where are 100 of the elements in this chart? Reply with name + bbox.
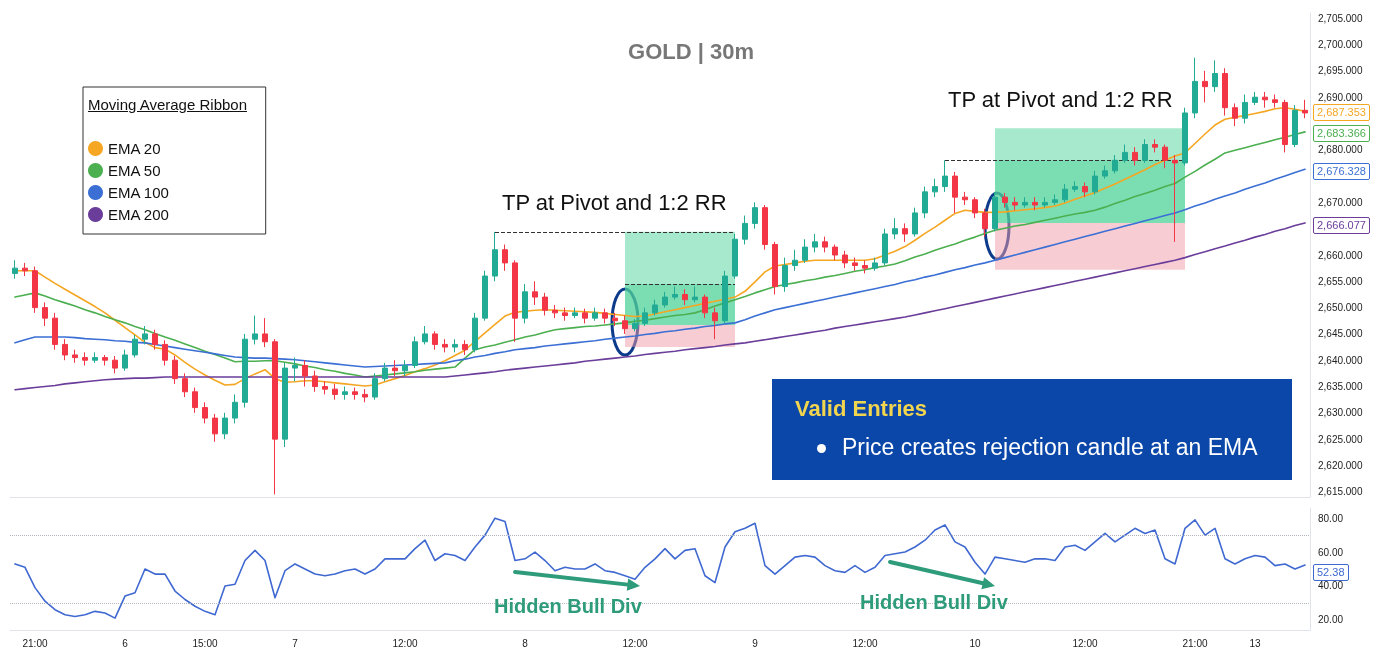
candlestick (362, 388, 368, 403)
candlestick (262, 317, 268, 348)
candlestick (1132, 146, 1138, 167)
candlestick (682, 288, 688, 306)
candlestick (822, 236, 828, 253)
candlestick (562, 307, 568, 322)
candlestick (1232, 102, 1238, 127)
annotation: Valid Entries (795, 396, 928, 421)
candlestick (1212, 59, 1218, 93)
y-tick-label: 2,615.000 (1318, 486, 1363, 498)
annotation: TP at Pivot and 1:2 RR (502, 190, 727, 215)
candlestick (992, 191, 998, 232)
y-tick-label: 2,670.000 (1318, 196, 1363, 208)
annotation: TP at Pivot and 1:2 RR (948, 87, 1173, 112)
candlestick (1192, 57, 1198, 119)
candlestick (1012, 196, 1018, 211)
candlestick (532, 280, 538, 306)
candlestick (982, 208, 988, 238)
x-tick-label: 15:00 (192, 637, 218, 649)
candlestick (662, 291, 668, 309)
annotation: Hidden Bull Div (494, 595, 642, 617)
candlestick (1052, 194, 1058, 206)
candlestick (772, 241, 778, 295)
candlestick (82, 351, 88, 366)
candlestick (962, 191, 968, 206)
x-tick-label: 21:00 (22, 637, 48, 649)
candlestick (592, 307, 598, 322)
y-tick-label: 2,655.000 (1318, 275, 1363, 287)
candlestick (192, 387, 198, 414)
candlestick (162, 339, 168, 366)
candlestick (1182, 107, 1188, 167)
candlestick (402, 359, 408, 377)
candlestick (1202, 70, 1208, 103)
candlestick (112, 355, 118, 374)
candlestick (812, 233, 818, 253)
candlestick (242, 333, 248, 409)
candlestick (1042, 196, 1048, 209)
x-tick-label: 6 (122, 637, 129, 649)
y-tick-label: 40.00 (1318, 580, 1344, 592)
candlestick (102, 354, 108, 366)
candlestick (52, 312, 58, 351)
legend-label: EMA 50 (108, 162, 161, 179)
candlestick (572, 307, 578, 319)
candlestick (502, 243, 508, 272)
candlestick (72, 349, 78, 364)
candlestick (12, 259, 18, 280)
candlestick (752, 201, 758, 230)
candlestick (302, 359, 308, 388)
candlestick (372, 372, 378, 401)
candlestick (732, 233, 738, 280)
candlestick (852, 257, 858, 272)
candlestick (1292, 104, 1298, 148)
candlestick (652, 299, 658, 316)
candlestick (762, 204, 768, 251)
candlestick (422, 325, 428, 345)
annotation: Price creates rejection candle at an EMA (842, 434, 1258, 460)
x-tick-label: 12:00 (852, 637, 878, 649)
line-series (14, 517, 1306, 619)
x-tick-label: 7 (292, 637, 299, 649)
text: 2,676.328 (1313, 163, 1370, 180)
candlestick (442, 338, 448, 353)
candlestick (132, 334, 138, 359)
candlestick (1172, 154, 1178, 243)
candlestick (1282, 99, 1288, 153)
candlestick (1022, 196, 1028, 209)
x-tick-label: 12:00 (1072, 637, 1098, 649)
candlestick (642, 307, 648, 327)
y-tick-label: 2,660.000 (1318, 249, 1363, 261)
candlestick (1092, 170, 1098, 195)
line-series (14, 168, 1306, 368)
x-tick-label: 9 (752, 637, 759, 649)
y-tick-label: 2,640.000 (1318, 354, 1363, 366)
candlestick (872, 257, 878, 272)
candlestick (322, 380, 328, 395)
y-tick-label: 2,695.000 (1318, 65, 1363, 77)
candlestick (922, 186, 928, 219)
candlestick (472, 312, 478, 353)
candlestick (1032, 196, 1038, 211)
candlestick (552, 304, 558, 319)
candlestick (792, 249, 798, 272)
candlestick (1262, 91, 1268, 109)
legend-label: EMA 100 (108, 184, 169, 201)
candlestick (782, 257, 788, 293)
candlestick (702, 293, 708, 319)
candlestick (1002, 192, 1008, 209)
candlestick (482, 270, 488, 322)
x-tick-label: 10 (969, 637, 981, 649)
candlestick (902, 222, 908, 243)
candlestick (212, 413, 218, 443)
candlestick (1102, 165, 1108, 180)
candlestick (352, 387, 358, 401)
x-tick-label: 21:00 (1182, 637, 1208, 649)
candlestick (292, 357, 298, 382)
x-tick-label: 12:00 (622, 637, 648, 649)
candlestick (882, 228, 888, 267)
candlestick (182, 372, 188, 398)
y-tick-label: 60.00 (1318, 546, 1344, 558)
x-tick-label: 8 (522, 637, 529, 649)
y-tick-label: 2,705.000 (1318, 12, 1363, 24)
candlestick (862, 259, 868, 274)
